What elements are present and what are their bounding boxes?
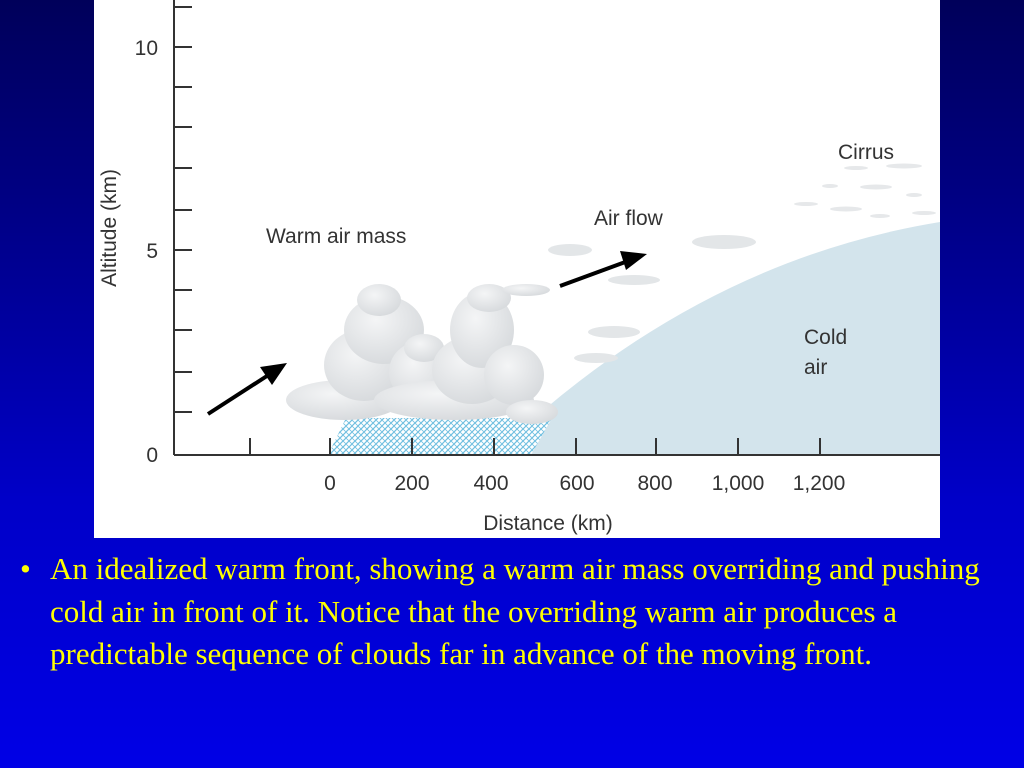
warm-air-mass-label: Warm air mass (266, 225, 406, 248)
warm-air-arrow (206, 372, 272, 416)
y-tick-label: 5 (146, 240, 158, 263)
x-tick-label: 400 (473, 472, 508, 495)
stratus-clouds (548, 235, 756, 363)
warm-air-arrowhead (260, 363, 287, 385)
x-tick-label: 0 (324, 472, 336, 495)
caption: • An idealized warm front, showing a war… (20, 548, 1015, 676)
air-flow-label: Air flow (594, 207, 664, 230)
y-tick-label: 0 (146, 444, 158, 467)
rain-area (328, 418, 552, 455)
cold-air-label-line1: Cold (804, 326, 847, 349)
cirrus-clouds (794, 163, 936, 218)
air-flow-arrow (559, 259, 629, 288)
cumulus-cloud-left (286, 284, 449, 420)
x-tick-label: 800 (637, 472, 672, 495)
x-axis-label: Distance (km) (483, 512, 613, 535)
air-flow-arrowhead (620, 251, 647, 270)
diagram-svg: 0 5 10 Altitude (km) 0 200 400 600 800 1… (98, 0, 940, 535)
y-axis-label: Altitude (km) (98, 169, 121, 287)
bullet-point: • (20, 551, 31, 586)
cold-air-region (494, 222, 940, 455)
cold-air-label-line2: air (804, 356, 827, 379)
x-tick-label: 200 (394, 472, 429, 495)
y-tick-label: 10 (135, 37, 158, 60)
cumulus-cloud-right (374, 284, 558, 424)
caption-text: An idealized warm front, showing a warm … (50, 551, 980, 671)
cirrus-label: Cirrus (838, 141, 894, 164)
x-tick-label: 1,200 (793, 472, 846, 495)
air-flow-arrows (206, 251, 647, 416)
x-tick-label: 600 (559, 472, 594, 495)
warm-front-diagram: 0 5 10 Altitude (km) 0 200 400 600 800 1… (94, 0, 940, 538)
y-axis (173, 0, 192, 455)
x-tick-label: 1,000 (712, 472, 765, 495)
x-axis (174, 438, 940, 456)
